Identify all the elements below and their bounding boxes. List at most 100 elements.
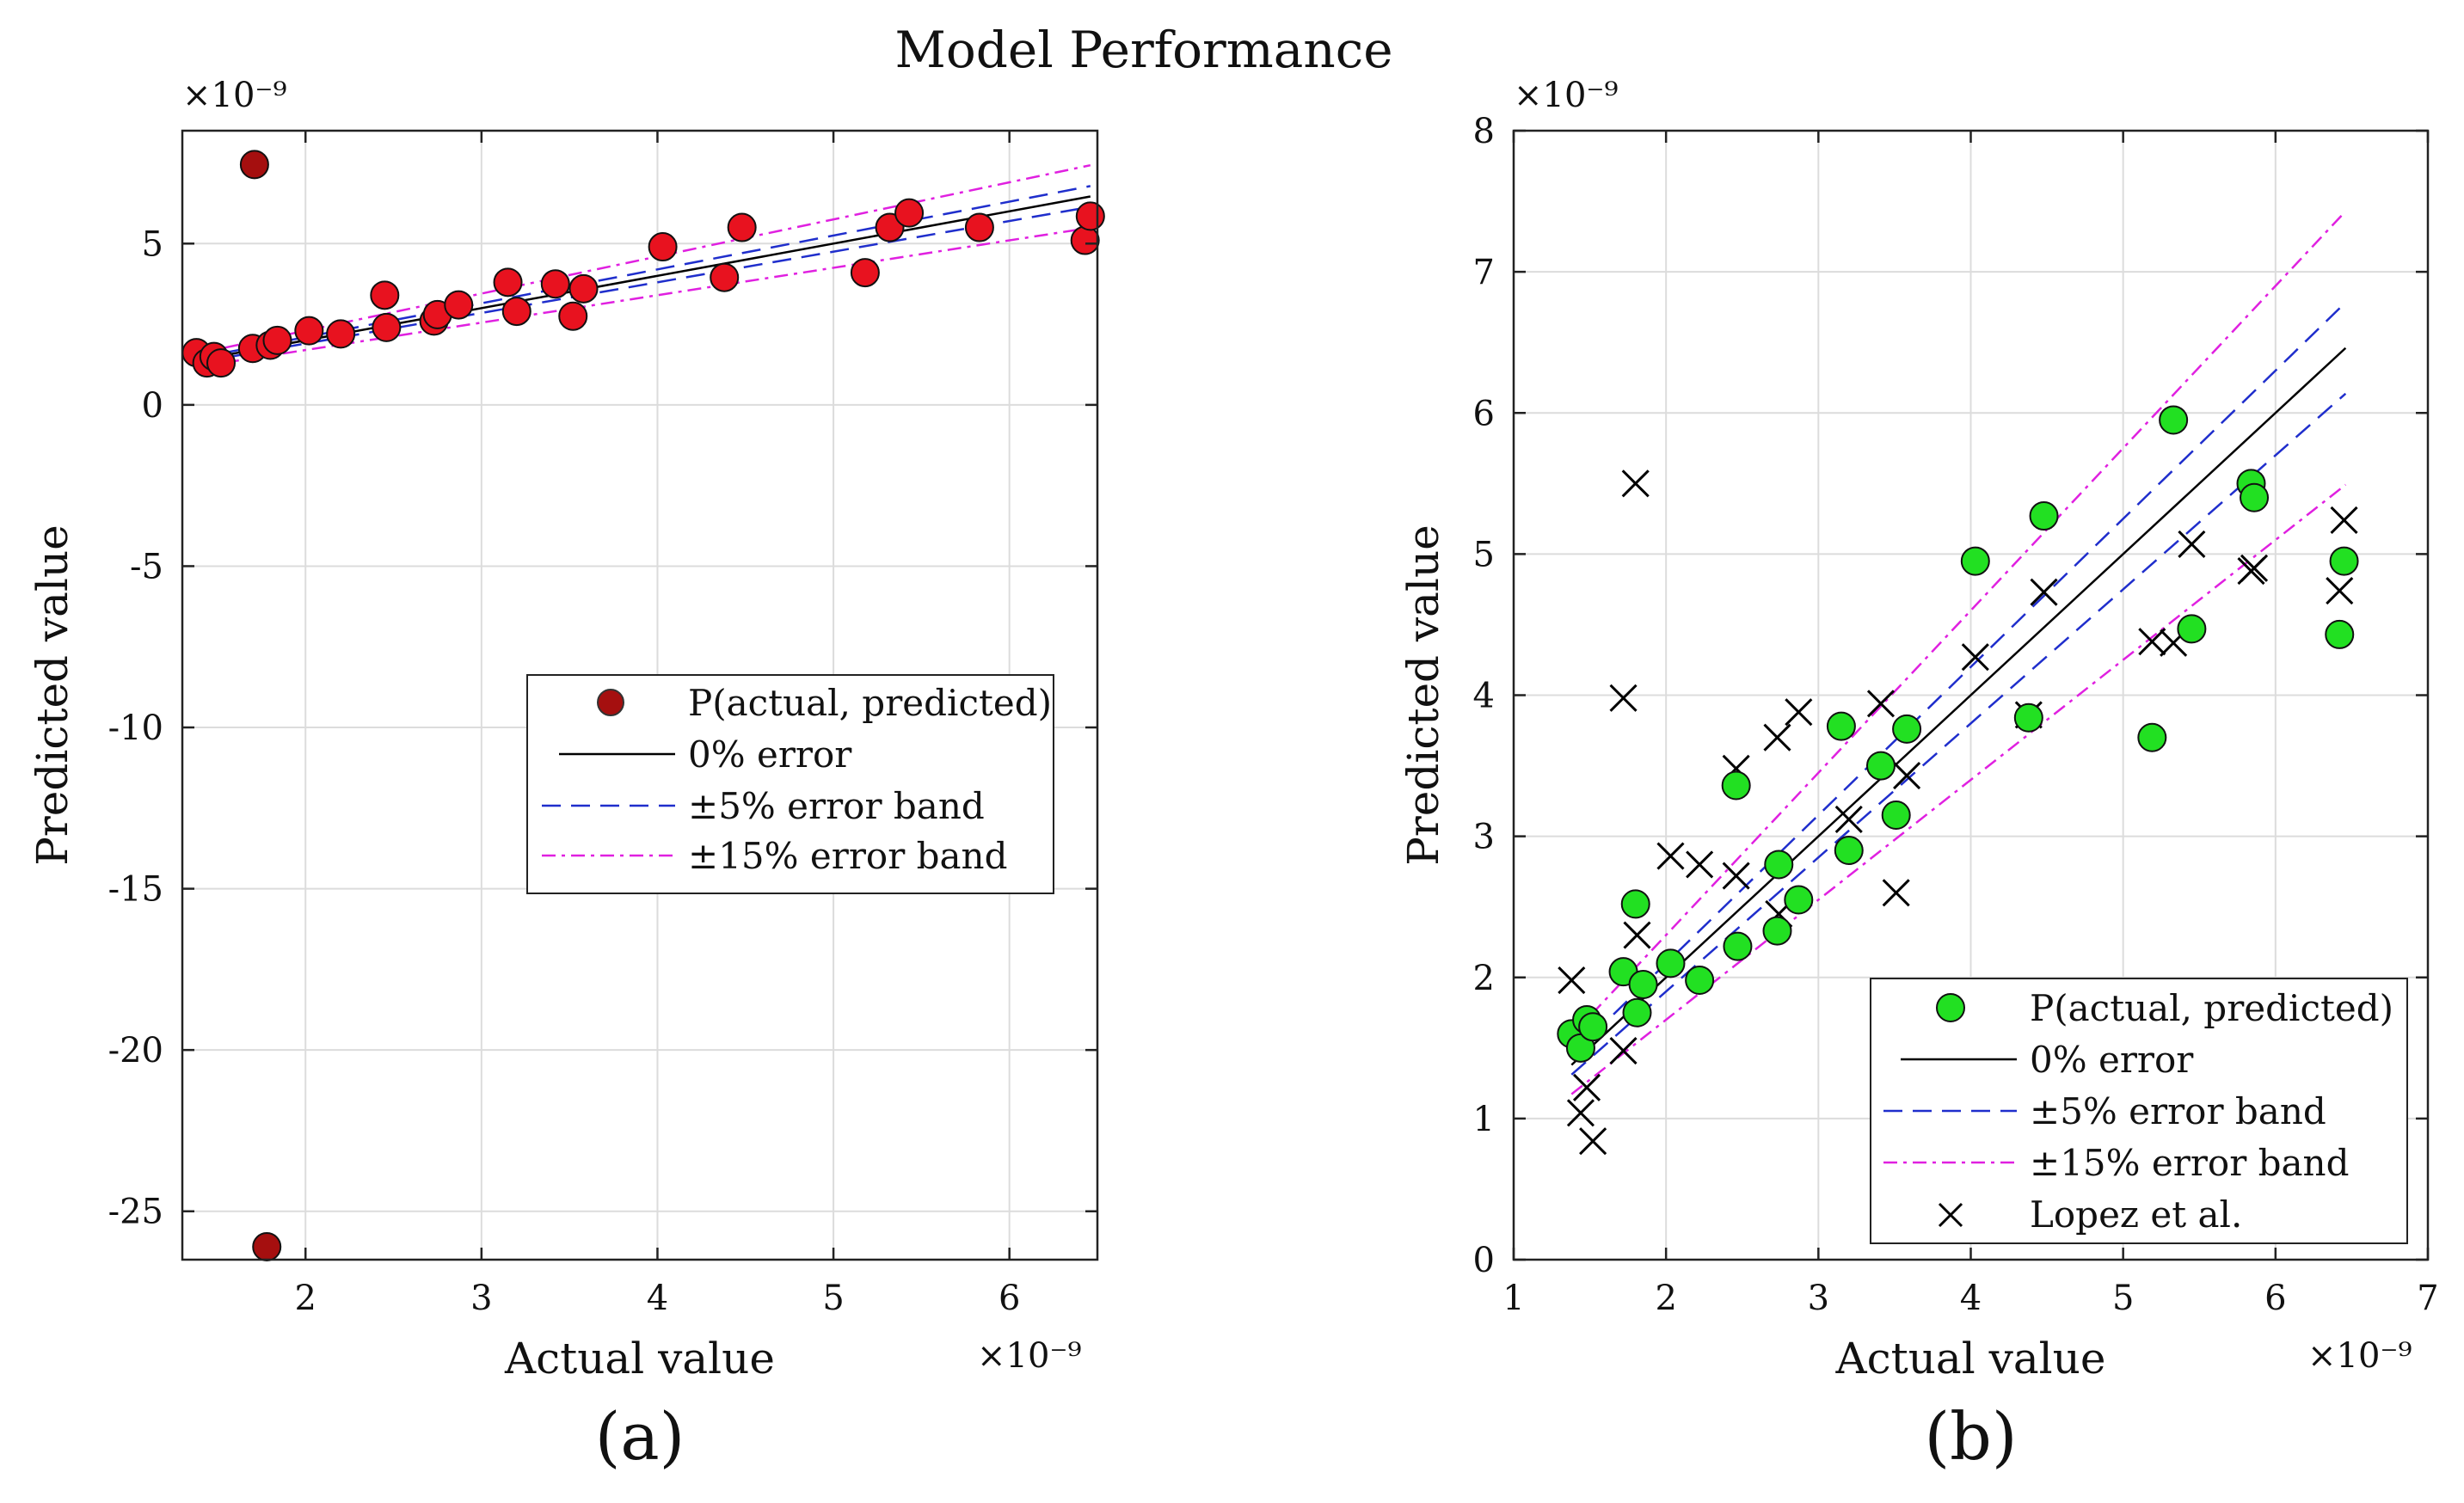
lopez-marker [1572,1073,1601,1101]
x-tick-label: 7 [2417,1279,2438,1318]
data-point [501,297,532,327]
data-point [2240,482,2270,512]
y-tick-label: 1 [1473,1100,1495,1139]
lopez-marker [1961,643,1989,672]
data-point [370,280,400,310]
x-axis-label-a: Actual value [504,1334,775,1383]
lopez-marker [1656,842,1685,870]
data-point [444,290,474,320]
data-point [1578,1012,1608,1042]
data-point [540,269,570,299]
lopez-marker [1623,921,1651,949]
lopez-marker [1866,690,1896,718]
zero-error-line [1570,347,2347,1066]
data-point [1960,546,1990,576]
data-point [1865,751,1896,781]
legend-marker-points-a [597,689,624,716]
lopez-marker [2240,554,2269,582]
band15-lower-line [1570,483,2347,1095]
data-point [1628,969,1658,999]
y-axis-label-a: Predicted value [28,525,77,866]
ticks-a: 2 3 4 5 6 5 0 -5 -10 -15 -20 -25 [108,131,1097,1318]
legend-label-points-b: P(actual, predicted) [2030,987,2393,1029]
figure-title: Model Performance [894,21,1392,79]
data-point [2013,702,2043,733]
data-point [1620,889,1650,919]
y-tick-label: 0 [1473,1241,1495,1280]
points-b [1557,405,2359,1063]
y-axis-label-b: Predicted value [1398,525,1448,866]
y-tick-label: 4 [1473,677,1495,716]
lopez-marker [2330,506,2358,535]
data-point [294,316,324,346]
data-point [1762,916,1792,946]
y-tick-label: -25 [108,1193,163,1232]
panel-label-a: (a) [595,1398,685,1475]
legend-label-band5-a: ±5% error band [688,785,985,827]
data-point [326,319,356,349]
band15-upper-line [1570,210,2347,1037]
legend-label-zero-b: 0% error [2030,1039,2194,1081]
y-exponent-a: ×10⁻⁹ [182,76,287,115]
y-tick-label: 3 [1473,818,1495,857]
data-point [964,212,994,242]
lopez-marker [2178,530,2206,558]
band15-lower-line [196,226,1091,369]
data-point [2137,722,2167,752]
lopez-marker [2138,628,2166,656]
lopez-marker [1763,723,1791,752]
data-point [2177,614,2207,644]
lopez-marker [2326,576,2354,605]
data-point [1881,801,1911,831]
x-exponent-b: ×10⁻⁹ [2307,1336,2412,1376]
lopez-marker [1722,862,1750,890]
data-point [1723,931,1753,961]
y-tick-label: -20 [108,1031,163,1071]
data-point [1764,850,1794,880]
lopez-marker [1834,805,1863,833]
data-point [262,325,292,355]
legend-label-lopez-b: Lopez et al. [2030,1193,2242,1236]
data-point [648,232,678,262]
y-tick-label: 7 [1473,253,1495,292]
data-point [1075,201,1105,231]
data-point [2325,619,2355,649]
data-point [2329,546,2359,576]
lopez-marker [1558,966,1586,995]
legend-box-a [526,674,1054,894]
panel-a: 2 3 4 5 6 5 0 -5 -10 -15 -20 -25 ×10⁻⁹ ×10⁻⁹ Actual… [28,76,1105,1475]
x-tick-label: 1 [1502,1279,1524,1318]
lopez-marker [1609,1037,1638,1065]
y-exponent-b: ×10⁻⁹ [1514,76,1619,115]
lopez-marker [1785,698,1813,727]
data-point [372,312,402,342]
y-tick-label: -15 [108,870,163,910]
legend-label-band5-b: ±5% error band [2030,1090,2326,1132]
legend-label-zero-a: 0% error [688,733,852,776]
x-axis-label-b: Actual value [1835,1334,2106,1383]
points-a [181,150,1105,1261]
legend-marker-points-b [1936,993,1965,1022]
x-tick-label: 4 [647,1279,668,1318]
y-tick-label: 5 [1473,535,1495,574]
data-point [493,267,523,298]
x-tick-label: 5 [2112,1279,2134,1318]
legend-label-band15-b: ±15% error band [2030,1142,2349,1184]
band5-upper-line [1570,301,2347,1057]
data-point [727,212,757,242]
data-point [1721,770,1751,801]
data-point [2029,501,2059,531]
y-tick-label: 8 [1473,112,1495,151]
lopez-marker [1579,1127,1607,1156]
data-point [875,212,905,242]
legend-b: P(actual, predicted) 0% error ±5% error … [1870,978,2408,1244]
reference-lines-b [1570,210,2347,1095]
data-point [2159,405,2189,435]
data-point [239,150,269,180]
lopez-marker [2030,578,2058,606]
x-tick-label: 2 [295,1279,316,1318]
